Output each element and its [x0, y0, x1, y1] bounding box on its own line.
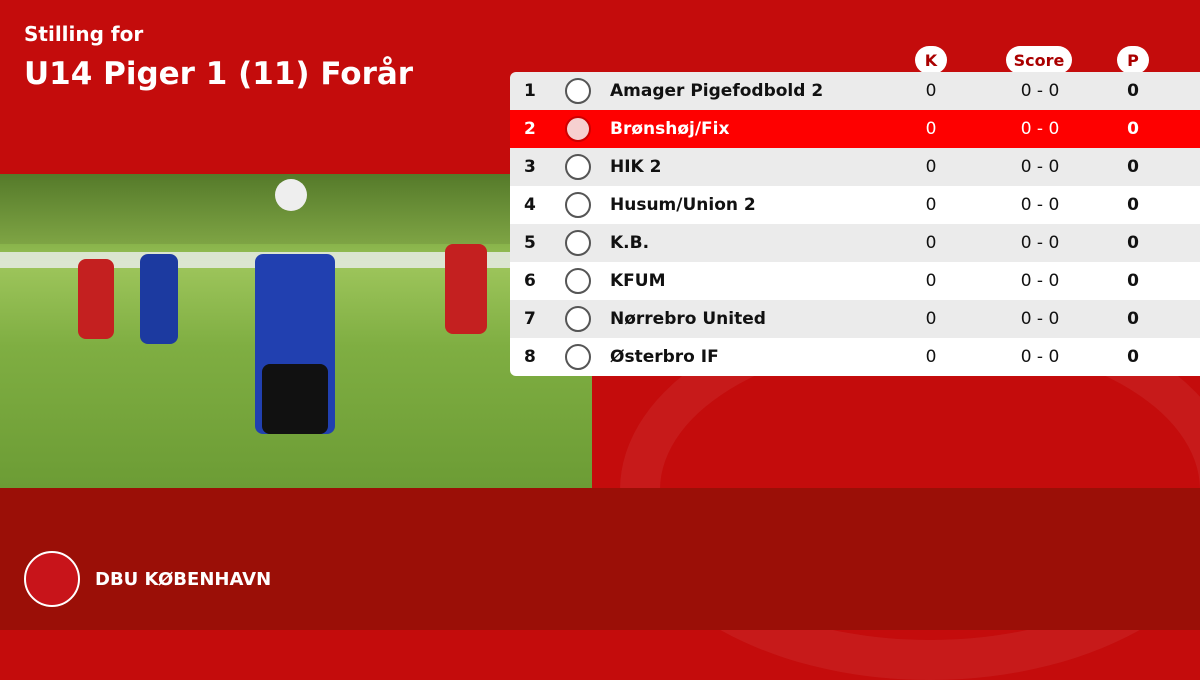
dbu-logo	[24, 551, 80, 607]
brand-name: DBU KØBENHAVN	[95, 569, 272, 590]
goal-score: 0 - 0	[1020, 81, 1060, 101]
goal-score: 0 - 0	[1020, 157, 1060, 177]
goal-score: 0 - 0	[1020, 119, 1060, 139]
matches-played: 0	[925, 233, 937, 253]
team-name[interactable]: KFUM	[610, 271, 666, 291]
matches-played: 0	[925, 271, 937, 291]
table-row[interactable]: 1 Amager Pigefodbold 2 0 0 - 0 0	[510, 72, 1200, 110]
team-logo-icon	[565, 230, 591, 256]
points: 0	[1127, 271, 1139, 291]
position: 8	[524, 347, 536, 367]
goal-score: 0 - 0	[1020, 233, 1060, 253]
column-header-p[interactable]: P	[1117, 46, 1149, 74]
goal-score: 0 - 0	[1020, 271, 1060, 291]
matches-played: 0	[925, 195, 937, 215]
matches-played: 0	[925, 309, 937, 329]
table-row[interactable]: 3 HIK 2 0 0 - 0 0	[510, 148, 1200, 186]
position: 2	[524, 119, 536, 139]
team-logo-icon	[565, 306, 591, 332]
matches-played: 0	[925, 347, 937, 367]
page-title: U14 Piger 1 (11) Forår	[24, 56, 414, 92]
matches-played: 0	[925, 157, 937, 177]
position: 7	[524, 309, 536, 329]
points: 0	[1127, 81, 1139, 101]
table-row[interactable]: 2 Brønshøj/Fix 0 0 - 0 0	[510, 110, 1200, 148]
table-row[interactable]: 6 KFUM 0 0 - 0 0	[510, 262, 1200, 300]
position: 4	[524, 195, 536, 215]
team-name[interactable]: HIK 2	[610, 157, 662, 177]
table-row[interactable]: 8 Østerbro IF 0 0 - 0 0	[510, 338, 1200, 376]
team-name[interactable]: Husum/Union 2	[610, 195, 756, 215]
page-subtitle: Stilling for	[24, 22, 144, 46]
position: 5	[524, 233, 536, 253]
goal-score: 0 - 0	[1020, 309, 1060, 329]
team-name[interactable]: Brønshøj/Fix	[610, 119, 730, 139]
matches-played: 0	[925, 81, 937, 101]
goal-score: 0 - 0	[1020, 195, 1060, 215]
team-name[interactable]: Amager Pigefodbold 2	[610, 81, 824, 101]
team-logo-icon	[565, 78, 591, 104]
table-row[interactable]: 5 K.B. 0 0 - 0 0	[510, 224, 1200, 262]
footer	[0, 488, 1200, 630]
team-logo-icon	[565, 116, 591, 142]
team-logo-icon	[565, 192, 591, 218]
position: 3	[524, 157, 536, 177]
position: 6	[524, 271, 536, 291]
table-row[interactable]: 4 Husum/Union 2 0 0 - 0 0	[510, 186, 1200, 224]
team-logo-icon	[565, 344, 591, 370]
column-header-k[interactable]: K	[915, 46, 947, 74]
points: 0	[1127, 119, 1139, 139]
team-name[interactable]: Østerbro IF	[610, 347, 719, 367]
points: 0	[1127, 347, 1139, 367]
table-row[interactable]: 7 Nørrebro United 0 0 - 0 0	[510, 300, 1200, 338]
position: 1	[524, 81, 536, 101]
match-photo	[0, 174, 592, 488]
column-header-score[interactable]: Score	[1006, 46, 1072, 74]
points: 0	[1127, 157, 1139, 177]
points: 0	[1127, 309, 1139, 329]
goal-score: 0 - 0	[1020, 347, 1060, 367]
team-name[interactable]: K.B.	[610, 233, 650, 253]
points: 0	[1127, 233, 1139, 253]
team-logo-icon	[565, 154, 591, 180]
team-name[interactable]: Nørrebro United	[610, 309, 766, 329]
team-logo-icon	[565, 268, 591, 294]
points: 0	[1127, 195, 1139, 215]
matches-played: 0	[925, 119, 937, 139]
